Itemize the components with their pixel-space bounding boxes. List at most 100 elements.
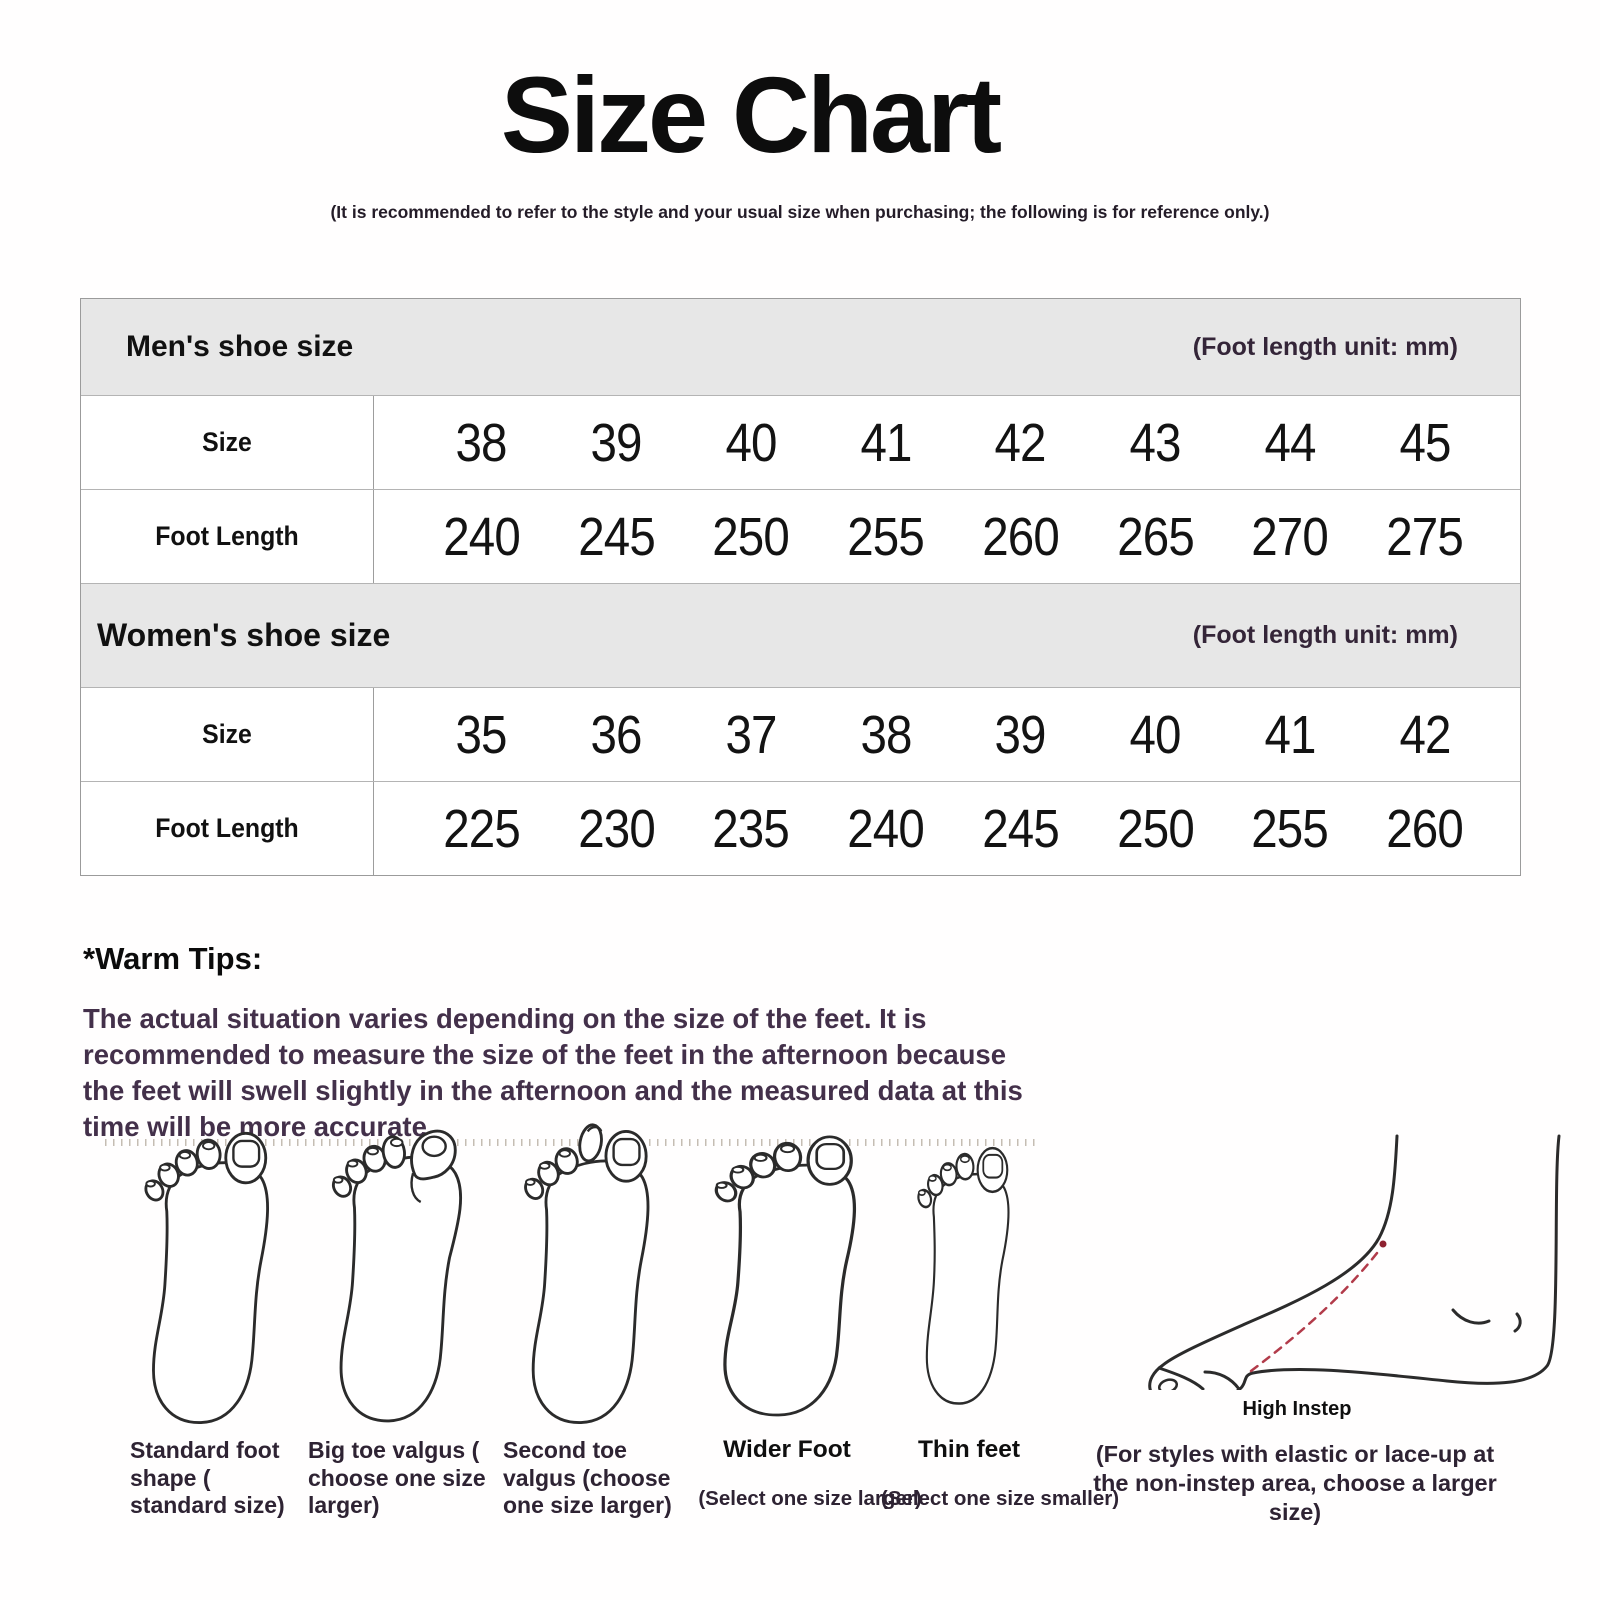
length-value: 270 xyxy=(1251,506,1330,567)
high-instep-note: (For styles with elastic or lace-up at t… xyxy=(1093,1441,1497,1525)
mens-unit-note: (Foot length unit: mm) xyxy=(1192,332,1458,361)
big-toe-valgus-label: Big toe valgus ( choose one size larger) xyxy=(308,1437,486,1518)
warm-tips-body: The actual situation varies depending on… xyxy=(83,1003,1023,1142)
womens-header-label: Women's shoe size xyxy=(97,617,391,653)
mens-size-row: Size 38 39 40 41 42 43 44 45 xyxy=(81,395,1520,489)
size-cell: 39 xyxy=(549,396,684,489)
length-cell: 245 xyxy=(549,490,684,583)
size-value: 40 xyxy=(725,412,777,473)
thin-feet-label: Thin feet xyxy=(917,1436,1021,1463)
row-label-text: Foot Length xyxy=(155,521,299,551)
size-cell: 42 xyxy=(953,396,1088,489)
mens-size-row-label: Size xyxy=(81,396,374,489)
size-value: 42 xyxy=(994,412,1047,473)
size-cell: 45 xyxy=(1357,396,1492,489)
size-value: 38 xyxy=(455,412,508,473)
wider-foot-label: Wider Foot xyxy=(723,1436,851,1463)
womens-footlength-values: 225 230 235 240 245 250 255 260 xyxy=(374,782,1520,875)
length-value: 225 xyxy=(443,798,521,859)
length-cell: 275 xyxy=(1357,490,1492,583)
length-cell: 250 xyxy=(1088,782,1223,875)
measuring-tape-strip xyxy=(105,1139,1040,1146)
length-cell: 255 xyxy=(818,490,953,583)
row-label-text: Foot Length xyxy=(155,813,299,843)
size-cell: 38 xyxy=(818,688,953,781)
size-value: 45 xyxy=(1399,412,1451,473)
womens-footlength-row: Foot Length 225 230 235 240 245 250 255 … xyxy=(81,781,1520,875)
length-cell: 230 xyxy=(549,782,684,875)
mens-header-label: Men's shoe size xyxy=(126,330,354,363)
womens-size-row-label: Size xyxy=(81,688,374,781)
standard-foot-diagram xyxy=(144,1131,269,1425)
length-value: 235 xyxy=(712,798,791,859)
instep-dashed-line xyxy=(1249,1246,1383,1373)
page-title: Size Chart xyxy=(500,54,1002,175)
size-cell: 41 xyxy=(818,396,953,489)
length-cell: 260 xyxy=(1357,782,1492,875)
size-value: 36 xyxy=(590,704,643,765)
size-value: 40 xyxy=(1129,704,1182,765)
length-value: 245 xyxy=(982,798,1060,859)
big-toe-valgus-foot-diagram xyxy=(331,1129,463,1423)
size-cell: 37 xyxy=(684,688,819,781)
high-instep-label: High Instep xyxy=(1242,1398,1352,1420)
size-table: Men's shoe size (Foot length unit: mm) S… xyxy=(80,298,1521,876)
standard-foot-label: Standard foot shape ( standard size) xyxy=(130,1437,285,1518)
length-value: 255 xyxy=(1251,798,1330,859)
length-cell: 240 xyxy=(818,782,953,875)
length-cell: 240 xyxy=(414,490,549,583)
mens-footlength-row-label: Foot Length xyxy=(81,490,374,583)
length-cell: 225 xyxy=(414,782,549,875)
row-label-text: Size xyxy=(202,719,252,749)
second-toe-valgus-foot-diagram xyxy=(524,1123,650,1424)
size-cell: 40 xyxy=(1088,688,1223,781)
high-instep-foot-diagram xyxy=(1148,1134,1561,1390)
length-value: 260 xyxy=(982,506,1060,567)
size-value: 39 xyxy=(590,412,643,473)
size-cell: 41 xyxy=(1223,688,1358,781)
second-toe-valgus-label: Second toe valgus (choose one size large… xyxy=(503,1437,672,1518)
womens-section-header: Women's shoe size (Foot length unit: mm) xyxy=(81,583,1520,687)
size-cell: 44 xyxy=(1223,396,1358,489)
mens-size-values: 38 39 40 41 42 43 44 45 xyxy=(374,396,1520,489)
size-cell: 40 xyxy=(684,396,819,489)
length-cell: 245 xyxy=(953,782,1088,875)
mens-section-header: Men's shoe size (Foot length unit: mm) xyxy=(81,299,1520,395)
length-value: 255 xyxy=(847,506,925,567)
length-value: 230 xyxy=(577,798,656,859)
size-cell: 42 xyxy=(1357,688,1492,781)
length-cell: 235 xyxy=(684,782,819,875)
womens-size-values: 35 36 37 38 39 40 41 42 xyxy=(374,688,1520,781)
size-value: 41 xyxy=(1264,704,1316,765)
length-value: 250 xyxy=(712,506,791,567)
page-subtitle: (It is recommended to refer to the style… xyxy=(330,202,1270,222)
size-cell: 43 xyxy=(1088,396,1223,489)
length-value: 245 xyxy=(577,506,656,567)
length-cell: 250 xyxy=(684,490,819,583)
womens-unit-note: (Foot length unit: mm) xyxy=(1192,621,1458,649)
size-cell: 35 xyxy=(414,688,549,781)
womens-size-row: Size 35 36 37 38 39 40 41 42 xyxy=(81,687,1520,781)
length-cell: 270 xyxy=(1223,490,1358,583)
length-value: 260 xyxy=(1386,798,1464,859)
length-value: 240 xyxy=(847,798,925,859)
size-value: 42 xyxy=(1399,704,1451,765)
size-value: 37 xyxy=(725,704,777,765)
row-label-text: Size xyxy=(202,427,252,457)
size-cell: 38 xyxy=(414,396,549,489)
thin-feet-note: (Select one size smaller) xyxy=(880,1487,1120,1510)
mens-footlength-values: 240 245 250 255 260 265 270 275 xyxy=(374,490,1520,583)
thin-foot-diagram xyxy=(917,1146,1010,1405)
size-cell: 36 xyxy=(549,688,684,781)
length-cell: 255 xyxy=(1223,782,1358,875)
size-value: 39 xyxy=(994,704,1047,765)
mens-footlength-row: Foot Length 240 245 250 255 260 265 270 … xyxy=(81,489,1520,583)
length-value: 265 xyxy=(1116,506,1195,567)
length-cell: 260 xyxy=(953,490,1088,583)
wider-foot-diagram xyxy=(714,1135,856,1417)
womens-footlength-row-label: Foot Length xyxy=(81,782,374,875)
size-value: 44 xyxy=(1264,412,1316,473)
size-value: 38 xyxy=(860,704,912,765)
warm-tips-heading: *Warm Tips: xyxy=(83,941,263,976)
length-value: 250 xyxy=(1116,798,1195,859)
